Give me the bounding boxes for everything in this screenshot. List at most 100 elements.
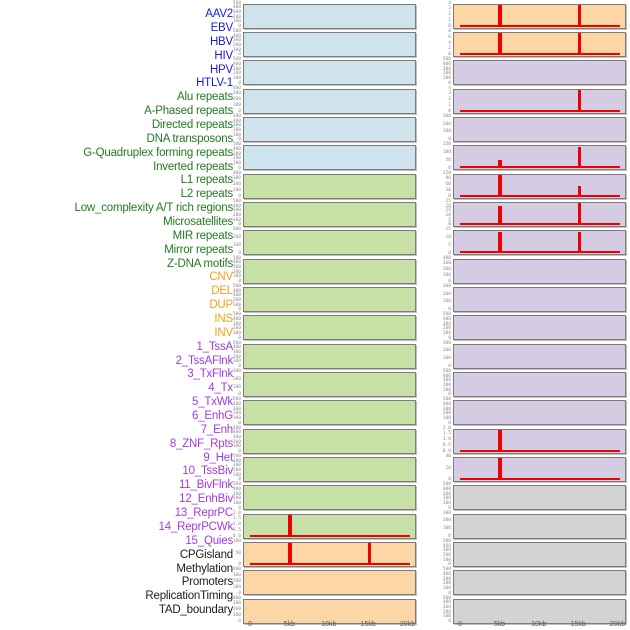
y-tick-label: 0 [448, 222, 451, 228]
panel-aav2 [243, 3, 416, 29]
y-tick-label: 100 [442, 387, 451, 393]
row-label-7-enh: 7_Enh [200, 423, 233, 436]
y-tick-label: 200 [442, 518, 451, 524]
y-tick-label: 400 [232, 5, 241, 11]
y-tick-label: 5 [448, 242, 451, 248]
panel-low-complexity-a-t-rich-regions [243, 400, 416, 426]
y-tick-label: 500 [232, 283, 241, 289]
row-label-directed-repeats: Directed repeats [151, 118, 233, 131]
x-axis-tick-label: 0 [458, 620, 462, 628]
y-tick-label: 400 [442, 600, 451, 606]
y-tick-label: 100 [232, 472, 241, 478]
y-tick-label: 500 [442, 368, 451, 374]
y-tick-label: 0 [448, 392, 451, 398]
y-tick-label: 100 [442, 614, 451, 620]
y-tick-label: 100 [232, 538, 241, 544]
red-baseline [460, 109, 620, 112]
y-tick-label: 200 [232, 578, 241, 584]
y-tick-label: 400 [442, 401, 451, 407]
y-tick-label: 0 [448, 165, 451, 171]
y-axis-ticks-alu-repeats: 400 300 200 100 0 [226, 171, 241, 200]
y-tick-label: 100 [442, 526, 451, 532]
y-tick-label: 200 [232, 326, 241, 332]
row-label-8-znf-rpts: 8_ZNF_Rpts [169, 437, 233, 450]
y-tick-label: 100 [232, 132, 241, 138]
y-tick-label: 200 [232, 71, 241, 77]
y-tick-label: 300 [442, 491, 451, 497]
y-tick-label: 200 [232, 411, 241, 417]
red-baseline [460, 477, 620, 480]
y-axis-ticks-hpv: 500 400 300 200 100 0 [226, 113, 241, 143]
y-tick-label: 400 [232, 430, 241, 436]
panel-g-quadruplex-forming-repeats [243, 286, 416, 312]
red-baseline [460, 449, 620, 452]
red-spike-5kb [498, 458, 503, 480]
y-axis-ticks-directed-repeats: 300 200 100 0 [226, 228, 241, 256]
y-tick-label: 100 [442, 75, 451, 81]
row-label-13-reprpc: 13_ReprPC [174, 507, 233, 520]
y-tick-label: 4 [448, 40, 451, 46]
y-axis-ticks-ebv: 500 400 300 200 100 0 [226, 29, 241, 58]
y-tick-label: 100 [232, 302, 241, 308]
y-tick-label: 200 [442, 411, 451, 417]
panel-ebv [243, 31, 416, 57]
y-tick-label: 100 [232, 415, 241, 421]
y-tick-label: 100 [442, 149, 451, 155]
y-tick-label: 100 [232, 444, 241, 450]
red-baseline [460, 222, 620, 225]
y-tick-label: 10 [445, 212, 451, 218]
y-tick-label: 2 [448, 46, 451, 52]
red-spike-5kb [498, 160, 503, 169]
y-tick-label: 500 [232, 0, 241, 6]
y-axis-ticks-12-enhbiv: 500 400 300 200 100 0 [436, 368, 451, 398]
y-axis-ticks-tad-boundary: 500 400 300 200 100 0 [436, 596, 451, 625]
y-tick-label: 2.0 [442, 425, 451, 431]
panel-4-tx [453, 145, 626, 171]
panel-del [243, 570, 416, 596]
y-axis-ticks-9-het: 300 200 100 0 [436, 284, 451, 313]
y-tick-label: 500 [232, 482, 241, 488]
y-axis-ticks-dna-transposons: 500 400 300 200 100 0 [226, 256, 241, 285]
y-tick-label: 300 [232, 151, 241, 157]
row-label-a-phased-repeats: A-Phased repeats [144, 105, 233, 118]
y-tick-label: 300 [442, 510, 451, 516]
x-axis-right: 0 5kb 10kb 15kb 20kb [453, 621, 626, 630]
panel-5-txwk [453, 173, 626, 199]
red-baseline [250, 534, 410, 537]
y-tick-label: 500 [442, 482, 451, 488]
y-tick-label: 300 [232, 227, 241, 233]
row-label-promoters: Promoters [181, 576, 233, 589]
y-tick-label: 15 [445, 227, 451, 233]
y-tick-label: 50 [235, 550, 241, 556]
y-tick-label: 100 [442, 585, 451, 591]
y-tick-label: 0 [448, 80, 451, 86]
y-tick-label: 400 [232, 85, 241, 91]
panel-methylation [453, 513, 626, 539]
y-tick-label: 0 [238, 278, 241, 284]
y-tick-label: 100 [442, 415, 451, 421]
y-tick-label: 200 [442, 609, 451, 615]
y-tick-label: 0 [238, 505, 241, 511]
y-axis-ticks-inverted-repeats: 500 400 300 200 100 0 [226, 313, 241, 341]
y-tick-label: 500 [232, 113, 241, 119]
y-tick-label: 0 [448, 363, 451, 369]
y-tick-label: 0 [238, 193, 241, 199]
y-tick-label: 300 [232, 293, 241, 299]
panel-7-enh [453, 230, 626, 256]
row-label-hiv: HIV [214, 49, 233, 62]
red-spike-15kb [577, 90, 581, 112]
panel-13-reprpc [453, 400, 626, 426]
red-spike-15kb [577, 477, 581, 480]
row-label-inverted-repeats: Inverted repeats [153, 160, 233, 173]
y-tick-label: 1 [448, 103, 451, 109]
y-tick-label: 100 [232, 160, 241, 166]
y-tick-label: 100 [232, 384, 241, 390]
row-label-methylation: Methylation [176, 562, 233, 575]
row-label-ebv: EBV [210, 21, 234, 34]
panel-alu-repeats [243, 173, 416, 199]
y-tick-label: 0 [238, 165, 241, 171]
row-label-15-quies: 15_Quies [185, 534, 233, 547]
panel-mir-repeats [243, 456, 416, 482]
panel-ins [453, 3, 626, 29]
panel-a-phased-repeats [243, 201, 416, 227]
